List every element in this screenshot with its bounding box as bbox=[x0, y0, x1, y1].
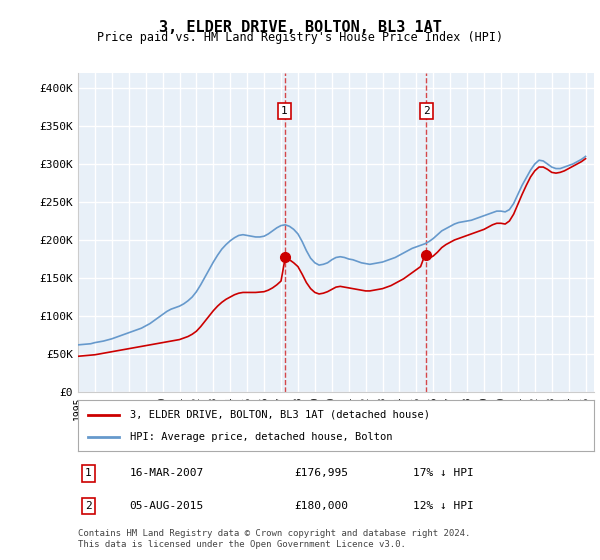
Text: 1: 1 bbox=[281, 106, 288, 116]
Text: 2: 2 bbox=[85, 501, 92, 511]
Text: £176,995: £176,995 bbox=[295, 468, 349, 478]
Text: Contains HM Land Registry data © Crown copyright and database right 2024.
This d: Contains HM Land Registry data © Crown c… bbox=[78, 529, 470, 549]
Text: 3, ELDER DRIVE, BOLTON, BL3 1AT: 3, ELDER DRIVE, BOLTON, BL3 1AT bbox=[158, 20, 442, 35]
Text: £180,000: £180,000 bbox=[295, 501, 349, 511]
Text: 16-MAR-2007: 16-MAR-2007 bbox=[130, 468, 204, 478]
Text: HPI: Average price, detached house, Bolton: HPI: Average price, detached house, Bolt… bbox=[130, 432, 392, 442]
Text: 17% ↓ HPI: 17% ↓ HPI bbox=[413, 468, 474, 478]
Text: 2: 2 bbox=[423, 106, 430, 116]
Text: 05-AUG-2015: 05-AUG-2015 bbox=[130, 501, 204, 511]
Text: 1: 1 bbox=[85, 468, 92, 478]
Text: 3, ELDER DRIVE, BOLTON, BL3 1AT (detached house): 3, ELDER DRIVE, BOLTON, BL3 1AT (detache… bbox=[130, 409, 430, 419]
Text: Price paid vs. HM Land Registry's House Price Index (HPI): Price paid vs. HM Land Registry's House … bbox=[97, 31, 503, 44]
Text: 12% ↓ HPI: 12% ↓ HPI bbox=[413, 501, 474, 511]
